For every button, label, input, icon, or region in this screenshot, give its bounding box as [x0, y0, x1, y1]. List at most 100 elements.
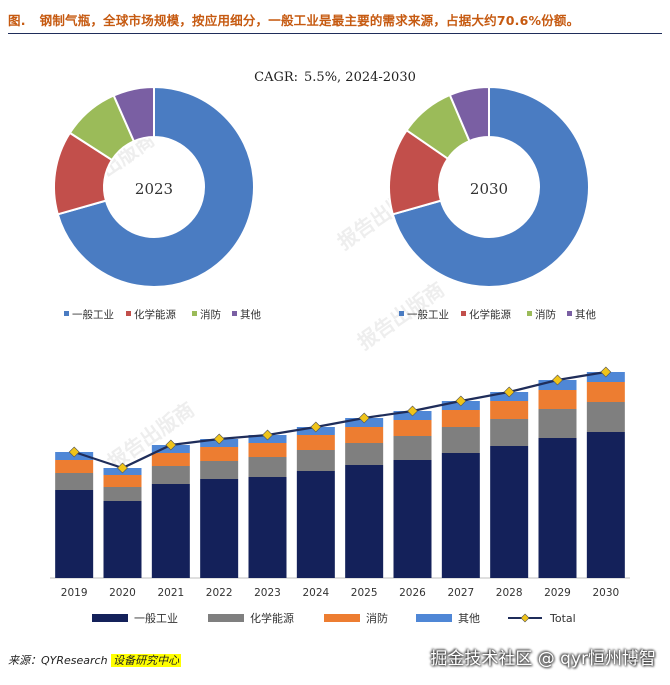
donut-2023-legend-label: 消防	[200, 308, 221, 321]
bar-2022-series-3	[200, 447, 239, 461]
total-marker	[455, 395, 467, 407]
bar-2019-series-3	[55, 460, 94, 473]
source-note: 来源：QYResearch 设备研究中心	[8, 652, 182, 668]
total-marker	[358, 412, 370, 424]
donut-2030-legend-label: 消防	[535, 308, 556, 321]
bar-2020-series-2	[103, 487, 142, 501]
figure-title: 钢制气瓶，全球市场规模，按应用细分，一般工业是最主要的需求来源，占据大约70.6…	[39, 13, 580, 28]
total-marker	[503, 386, 515, 398]
bar-2025-series-3	[345, 427, 384, 443]
donut-2023-slice-4	[112, 85, 155, 143]
donut-2023-legend-swatch	[64, 311, 69, 316]
x-tick-label: 2021	[157, 587, 184, 599]
bar-2027-series-3	[441, 410, 480, 427]
x-tick-label: 2020	[109, 587, 136, 599]
bar-2020-series-3	[103, 475, 142, 487]
x-tick-label: 2026	[399, 587, 426, 599]
bar-2029-series-1	[538, 438, 577, 578]
total-marker	[68, 446, 80, 458]
legend-label: 其他	[458, 612, 480, 625]
total-marker	[262, 429, 273, 441]
bar-2019-series-2	[55, 473, 94, 490]
bar-2021-series-1	[151, 484, 190, 578]
bar-2030-series-3	[586, 382, 625, 402]
legend-label: 一般工业	[134, 612, 178, 625]
x-tick-label: 2024	[302, 587, 329, 599]
bar-2025-series-2	[345, 443, 384, 465]
bar-2025-series-1	[345, 465, 384, 578]
x-tick-label: 2022	[206, 587, 233, 599]
bar-2024-series-2	[296, 450, 335, 471]
total-marker	[600, 366, 612, 378]
legend-label: Total	[549, 612, 576, 625]
donut-2030-center-label: 2030	[470, 180, 508, 198]
header-rule	[8, 33, 662, 34]
stacked-bar-chart: 2019 2020 2021 2022 2023 2024 2025 2026 2027 2028…	[50, 366, 630, 625]
total-marker	[165, 439, 177, 451]
donut-2030-legend-swatch	[567, 311, 572, 316]
donut-2023-center-label: 2023	[135, 180, 173, 198]
bar-2026-series-3	[393, 420, 432, 436]
donut-2023-legend-swatch	[232, 311, 237, 316]
bar-2029-series-3	[538, 390, 577, 409]
source-highlight: 设备研究中心	[111, 654, 182, 667]
donut-2030-legend-swatch	[399, 311, 404, 316]
donut-chart-2030: 2030 一般工业 化学能源 消防 其他	[388, 85, 596, 321]
total-marker	[117, 462, 128, 474]
legend-label: 化学能源	[250, 611, 294, 625]
total-marker	[552, 374, 563, 386]
legend-marker-swatch	[520, 613, 530, 623]
donut-2030-slice-1	[391, 85, 590, 288]
legend-swatch	[416, 614, 452, 622]
donut-2023-slice-1	[56, 85, 255, 288]
cagr-label: CAGR:	[254, 70, 299, 85]
bar-2030-series-1	[586, 432, 625, 578]
source-prefix: 来源：QYResearch	[8, 654, 108, 667]
bar-2030-series-2	[586, 402, 625, 432]
bar-2023-series-3	[248, 443, 287, 457]
donut-2023-legend-label: 一般工业	[72, 308, 114, 321]
legend-label: 消防	[366, 611, 388, 625]
bar-2026-series-2	[393, 436, 432, 460]
bar-2024-series-1	[296, 471, 335, 578]
legend-swatch	[92, 614, 128, 622]
bar-2022-series-1	[200, 479, 239, 578]
donut-2030-legend-label: 一般工业	[407, 308, 449, 321]
donut-2030-legend-swatch	[527, 311, 532, 316]
x-tick-label: 2030	[592, 587, 619, 599]
legend-swatch	[208, 614, 244, 622]
donut-2030-legend-label: 其他	[575, 308, 596, 321]
bar-2026-series-1	[393, 460, 432, 578]
bar-2021-series-3	[151, 453, 190, 466]
x-tick-label: 2027	[447, 587, 474, 599]
bar-2028-series-2	[490, 419, 529, 446]
x-tick-label: 2019	[61, 587, 88, 599]
cagr-text: CAGR: 5.5%, 2024-2030	[0, 70, 670, 85]
bar-2028-series-3	[490, 401, 529, 419]
bar-2023-series-2	[248, 457, 287, 477]
x-tick-label: 2028	[496, 587, 523, 599]
bar-2029-series-2	[538, 409, 577, 438]
bar-2024-series-3	[296, 435, 335, 450]
donut-chart-2023: 2023 一般工业 化学能源 消防 其他	[53, 85, 261, 321]
total-marker	[213, 433, 225, 445]
donut-2030-legend-label: 化学能源	[469, 308, 511, 321]
bar-2023-series-1	[248, 477, 287, 578]
donut-2023-legend-label: 化学能源	[134, 308, 176, 321]
donut-2030-legend-swatch	[461, 311, 466, 316]
bar-2027-series-2	[441, 427, 480, 453]
credit-watermark: 掘金技术社区 @ qyr恒州博智	[430, 649, 656, 669]
donut-2030-slice-4	[448, 85, 490, 143]
donut-2023-legend-swatch	[192, 311, 197, 316]
bar-2021-series-2	[151, 466, 190, 484]
figure-label: 图.	[8, 13, 26, 28]
bar-2020-series-1	[103, 501, 142, 578]
figure-header: 图. 钢制气瓶，全球市场规模，按应用细分，一般工业是最主要的需求来源，占据大约70…	[8, 10, 662, 29]
donut-2023-legend-label: 其他	[240, 308, 261, 321]
cagr-value: 5.5%, 2024-2030	[304, 70, 416, 85]
x-tick-label: 2025	[351, 587, 378, 599]
bar-2019-series-1	[55, 490, 94, 578]
donut-2023-legend-swatch	[126, 311, 131, 316]
legend-swatch	[324, 614, 360, 622]
bar-2028-series-1	[490, 446, 529, 578]
